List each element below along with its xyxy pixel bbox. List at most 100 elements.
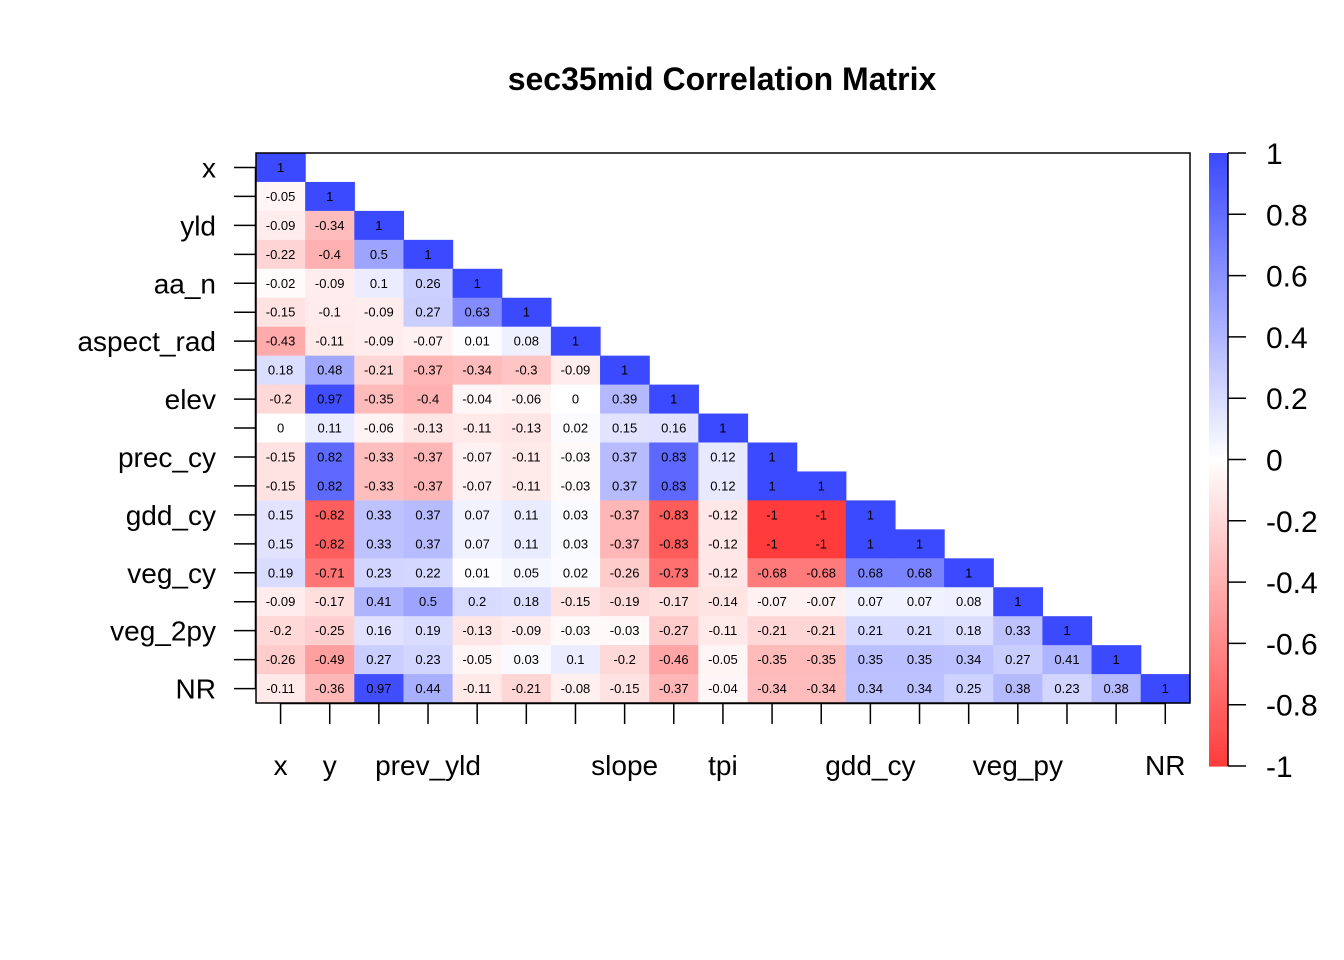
colorbar-segment [1209,419,1228,424]
colorbar-segment [1209,416,1228,421]
colorbar-segment [1209,459,1228,464]
colorbar-segment [1209,496,1228,500]
colorbar-segment [1209,695,1228,700]
colorbar-segment [1209,339,1228,344]
heatmap-cell [600,442,650,473]
cell-value-label: 0.41 [366,594,391,609]
colorbar-segment [1209,621,1228,626]
cell-value-label: -0.13 [462,623,492,638]
cell-value-label: 0.2 [468,594,486,609]
cell-value-label: -0.04 [708,681,738,696]
heatmap-cell [403,413,454,444]
heatmap-cell [354,384,405,415]
heatmap-cell [649,587,699,617]
heatmap-cell [501,471,552,501]
cell-value-label: 0.44 [415,681,440,696]
colorbar-segment [1209,762,1228,767]
colorbar-segment [1209,327,1228,332]
cell-value-label: -0.36 [315,681,345,696]
cell-value-label: -0.15 [266,305,296,320]
cell-value-label: -0.07 [462,449,492,464]
cell-value-label: 1 [768,449,775,464]
colorbar-segment [1209,744,1228,749]
cell-value-label: 0.07 [907,594,932,609]
heatmap-cell [1140,674,1191,704]
colorbar-segment [1209,566,1228,571]
colorbar-segment [1209,723,1228,727]
colorbar-segment [1209,585,1228,589]
colorbar-segment [1209,297,1228,301]
cell-value-label: -0.07 [413,334,443,349]
cell-value-label: 0.82 [317,478,342,493]
heatmap-cell [550,616,601,646]
cell-value-label: 0.41 [1054,652,1079,667]
colorbar-tick-label: 1 [1266,138,1283,171]
heatmap-cell [403,500,454,530]
cell-value-label: -0.09 [512,623,542,638]
cell-value-label: -0.17 [315,594,345,609]
heatmap-cell [649,471,699,501]
colorbar-segment [1209,615,1228,620]
colorbar-segment [1209,318,1228,323]
cell-value-label: 0.15 [268,507,293,522]
heatmap-cell [256,645,306,675]
colorbar-segment [1209,756,1228,761]
cell-value-label: 0.19 [415,623,440,638]
colorbar-segment [1209,520,1228,525]
colorbar-segment [1209,545,1228,549]
heatmap-cell [354,587,405,617]
cell-value-label: -0.34 [315,218,345,233]
cell-value-label: -0.26 [266,652,296,667]
colorbar-segment [1209,260,1228,264]
heatmap-cell [550,326,601,357]
cell-value-label: 1 [1162,681,1169,696]
cell-value-label: 1 [572,334,579,349]
colorbar-segment [1209,401,1228,405]
cell-value-label: 1 [670,392,677,407]
row-tick-label: veg_2py [110,616,216,647]
colorbar-segment [1209,171,1228,176]
cell-value-label: -0.15 [266,478,296,493]
colorbar-segment [1209,174,1228,179]
colorbar-segment [1209,257,1228,261]
cell-value-label: 0.1 [566,652,584,667]
colorbar-segment [1209,392,1228,396]
colorbar-segment [1209,511,1228,516]
colorbar-segment [1209,732,1228,736]
colorbar-segment [1209,667,1228,672]
colorbar-segment [1209,600,1228,605]
colorbar-segment [1209,689,1228,694]
cell-value-label: 1 [867,507,874,522]
heatmap-cell [256,587,306,617]
cell-value-label: -0.09 [364,305,394,320]
column-tick-label: prev_yld [375,750,481,781]
cell-value-label: 0.15 [268,536,293,551]
cell-value-label: 0.12 [710,478,735,493]
colorbar-segment [1209,312,1228,317]
colorbar-segment [1209,560,1228,565]
colorbar-segment [1209,177,1228,182]
cell-value-label: 0.1 [370,276,388,291]
cell-value-label: 1 [916,536,923,551]
colorbar-segment [1209,612,1228,617]
colorbar-segment [1209,324,1228,329]
heatmap-cell [403,239,454,270]
heatmap-cell [354,645,405,675]
cell-value-label: -0.21 [364,363,394,378]
colorbar-segment [1209,214,1228,218]
cell-value-label: -0.37 [413,363,443,378]
heatmap-cell [550,674,601,704]
heatmap-cell [403,297,454,328]
colorbar-segment [1209,361,1228,366]
colorbar-segment [1209,287,1228,292]
heatmap-cell [649,442,699,473]
cell-value-label: 0 [277,421,284,436]
colorbar-segment [1209,220,1228,225]
cell-value-label: 0.03 [563,536,588,551]
colorbar-segment [1209,226,1228,231]
colorbar-segment [1209,183,1228,188]
cell-value-label: 0.18 [514,594,539,609]
cell-value-label: 1 [867,536,874,551]
cell-value-label: -0.68 [757,565,787,580]
